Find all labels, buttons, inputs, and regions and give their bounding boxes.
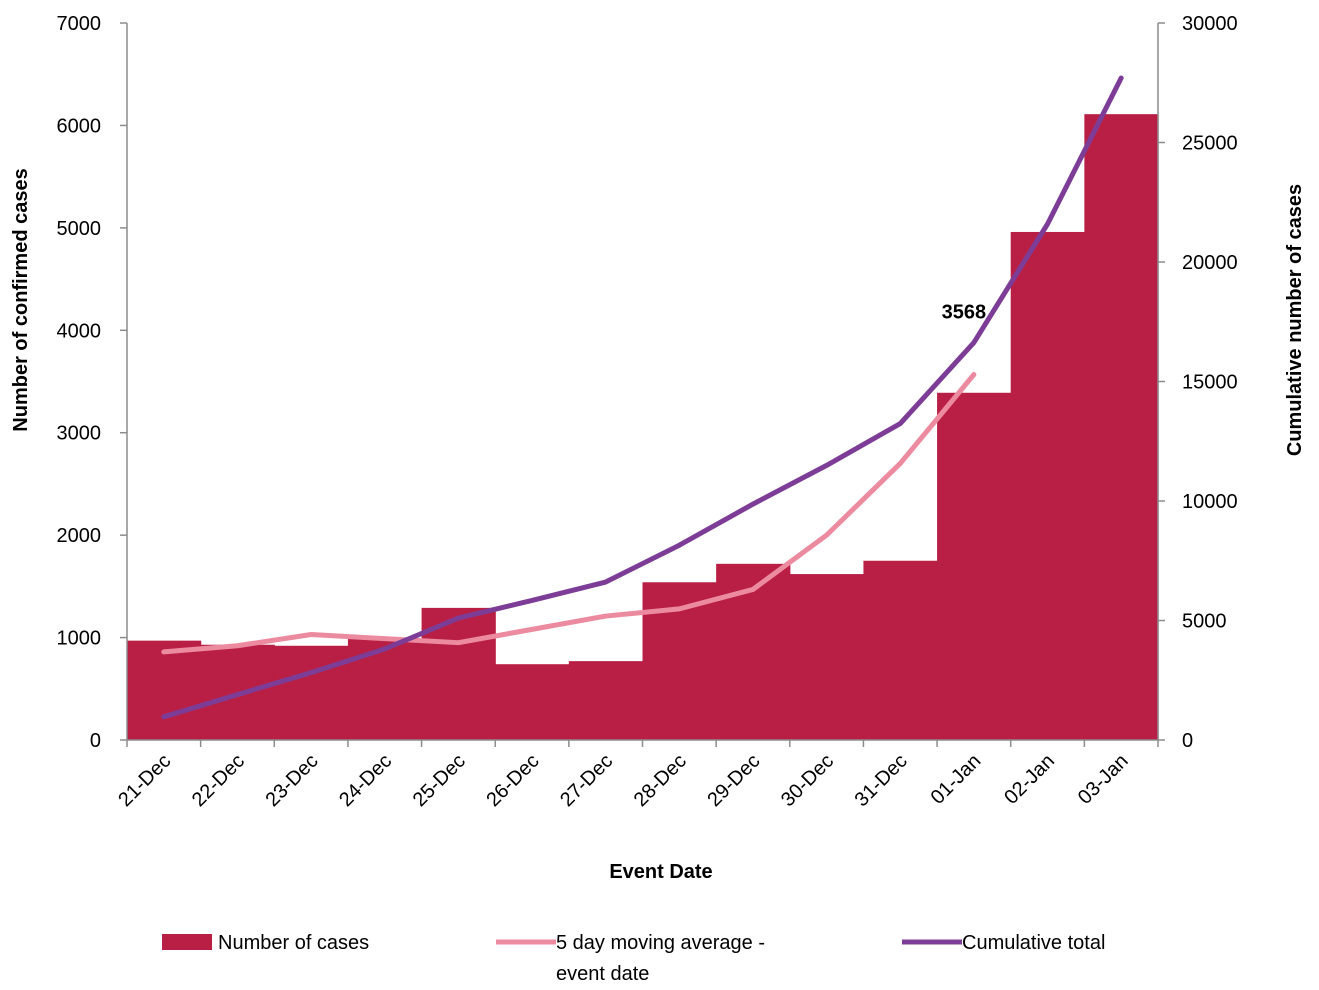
y2-tick-label: 25000 [1182, 133, 1238, 155]
bar-02-Jan [1010, 231, 1085, 740]
bar-27-Dec [568, 661, 644, 740]
bar-31-Dec [863, 560, 938, 740]
x-tick-label: 24-Dec [335, 750, 396, 811]
bar-29-Dec [716, 563, 791, 740]
x-tick-label: 26-Dec [482, 750, 543, 811]
y2-tick-label: 0 [1182, 730, 1193, 752]
y-tick-label: 1000 [57, 628, 102, 650]
bars-layer [127, 114, 1159, 740]
x-tick-label: 28-Dec [630, 750, 691, 811]
x-tick-label: 27-Dec [556, 750, 617, 811]
y-tick-label: 5000 [57, 218, 102, 240]
x-tick-label: 30-Dec [777, 750, 838, 811]
x-tick-label: 02-Jan [1000, 750, 1059, 809]
y2-tick-label: 30000 [1182, 13, 1238, 35]
moving-average-line [161, 372, 977, 655]
cumulative-line [161, 75, 1124, 720]
x-tick-label: 25-Dec [409, 750, 470, 811]
bar-28-Dec [642, 582, 717, 740]
axes-layer [120, 22, 1165, 747]
legend-swatch-cases [162, 934, 212, 950]
legend-label-cases: Number of cases [218, 932, 369, 954]
lines-layer [161, 75, 1124, 720]
y-tick-label: 2000 [57, 525, 102, 547]
y2-tick-label: 5000 [1182, 611, 1227, 633]
x-axis-title: Event Date [609, 861, 712, 883]
bar-24-Dec [347, 638, 423, 740]
bar-21-Dec [127, 640, 202, 740]
legend: Number of cases 5 day moving average - e… [162, 932, 1105, 985]
legend-label-cumulative: Cumulative total [962, 932, 1105, 954]
annotation-label: 3568 [942, 302, 987, 324]
bar-03-Jan [1084, 114, 1159, 740]
y-tick-label: 7000 [57, 13, 102, 35]
x-tick-label: 23-Dec [261, 750, 322, 811]
bar-01-Jan [937, 392, 1012, 740]
y-axis-title: Number of confirmed cases [10, 168, 32, 431]
y-tick-label: 4000 [57, 320, 102, 342]
bar-30-Dec [789, 574, 865, 740]
y2-tick-label: 10000 [1182, 491, 1238, 513]
bar-26-Dec [495, 664, 570, 740]
x-tick-label: 21-Dec [114, 750, 175, 811]
bar-23-Dec [274, 645, 349, 740]
x-tick-label: 22-Dec [188, 750, 249, 811]
legend-label-moving-average-line2: event date [556, 963, 649, 985]
y2-axis-title: Cumulative number of cases [1284, 184, 1306, 456]
legend-label-moving-average-line1: 5 day moving average - [556, 932, 765, 954]
y-tick-label: 6000 [57, 115, 102, 137]
x-tick-label: 31-Dec [851, 750, 912, 811]
y2-tick-label: 15000 [1182, 372, 1238, 394]
y-tick-label: 3000 [57, 423, 102, 445]
x-tick-label: 01-Jan [927, 750, 986, 809]
x-tick-label: 29-Dec [703, 750, 764, 811]
y2-tick-label: 20000 [1182, 252, 1238, 274]
y-tick-label: 0 [90, 730, 101, 752]
x-tick-label: 03-Jan [1074, 750, 1133, 809]
